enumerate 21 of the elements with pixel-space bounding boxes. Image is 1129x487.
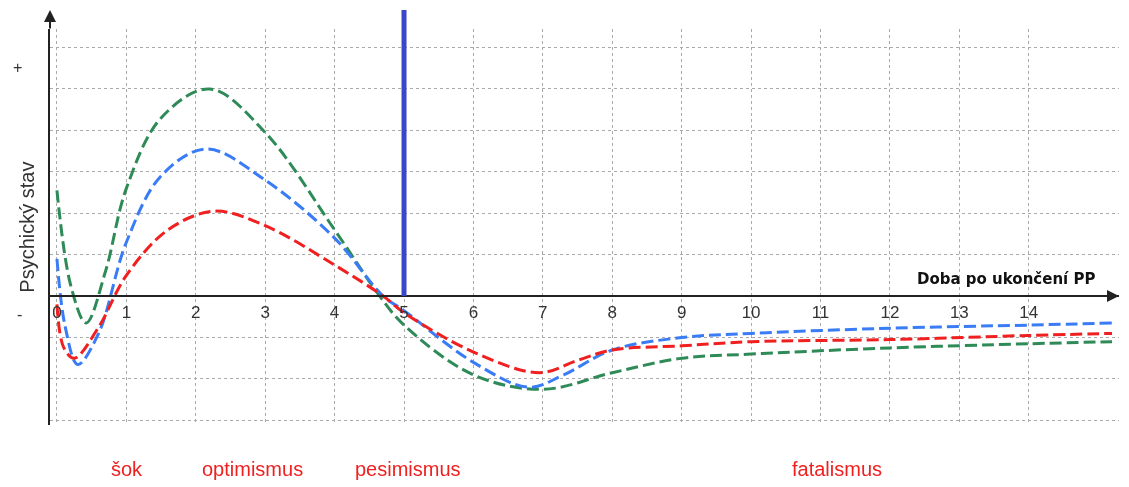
text: šok — [111, 458, 144, 480]
x-tick-label: 11 — [811, 302, 830, 322]
text: - — [17, 306, 23, 323]
x-tick-label: 12 — [880, 302, 900, 322]
x-tick-label: 8 — [607, 302, 617, 322]
x-tick-label: 9 — [676, 302, 687, 322]
x-tick-label: 6 — [468, 302, 479, 322]
x-tick-label: 2 — [191, 302, 201, 322]
x-tick-label: 3 — [260, 302, 270, 322]
text: optimismus — [202, 458, 304, 480]
x-tick-label: 10 — [741, 302, 761, 322]
text: pesimismus — [355, 458, 461, 480]
x-axis-title: Doba po ukončení PP — [917, 270, 1096, 288]
text: fatalismus — [792, 458, 883, 480]
x-tick-label: 1 — [121, 302, 132, 322]
x-tick-label: 7 — [538, 302, 548, 322]
text: + — [13, 59, 23, 76]
x-tick-label: 4 — [329, 302, 340, 322]
y-axis-title: Psychický stav — [16, 161, 38, 293]
x-tick-label: 13 — [949, 302, 969, 322]
x-tick-label: 14 — [1019, 302, 1039, 322]
